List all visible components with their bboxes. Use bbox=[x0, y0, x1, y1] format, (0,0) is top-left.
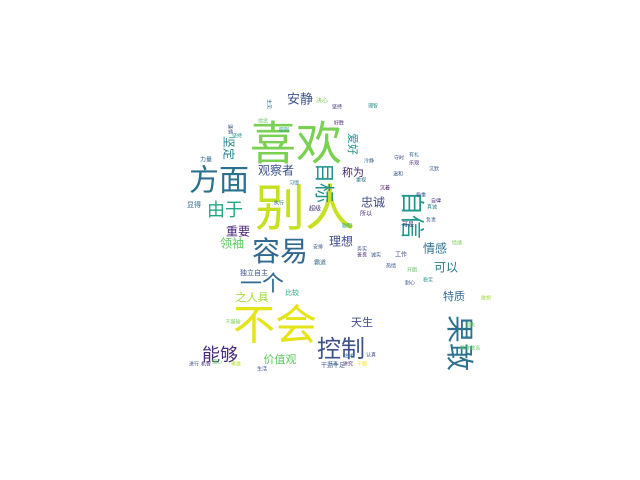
word-cloud-word: 坚定 bbox=[222, 136, 237, 160]
word-cloud-word: 称为 bbox=[342, 165, 364, 179]
word-cloud-word: 真诚 bbox=[427, 204, 437, 211]
word-cloud-word: 冷静 bbox=[364, 158, 374, 165]
word-cloud-word: 超级 bbox=[309, 205, 321, 213]
word-cloud-word: 谨慎 bbox=[227, 124, 234, 134]
word-cloud-word: 观察者 bbox=[258, 164, 294, 178]
word-cloud-word: 敢想 bbox=[481, 295, 491, 302]
word-cloud-word: 原则 bbox=[279, 127, 289, 134]
word-cloud-word: 之人具 bbox=[236, 290, 269, 304]
word-cloud-word: 目标 bbox=[313, 163, 337, 203]
word-cloud-word: 可以 bbox=[434, 261, 458, 275]
word-cloud-word: 价值观 bbox=[264, 353, 297, 366]
word-cloud-word: 进行 bbox=[189, 361, 199, 368]
word-cloud-word: 工作 bbox=[395, 251, 407, 259]
word-cloud-word: 稳重 bbox=[416, 192, 426, 199]
word-cloud-word: 理智 bbox=[368, 103, 378, 110]
word-cloud-word: 重视 bbox=[356, 177, 366, 184]
word-cloud-word: 霸道 bbox=[314, 259, 326, 267]
word-cloud-word: 乐观 bbox=[409, 160, 419, 167]
word-cloud-word: 忠诚 bbox=[361, 196, 385, 210]
word-cloud-word: 能够 bbox=[202, 345, 238, 366]
word-cloud-word: 理想 bbox=[329, 234, 353, 249]
word-cloud-word: 细心 bbox=[212, 359, 222, 366]
word-cloud-word: 生活 bbox=[257, 366, 267, 373]
word-cloud-word: 守时 bbox=[394, 155, 404, 162]
word-cloud-word: 聪明 bbox=[342, 223, 352, 230]
word-cloud-word: 信念 bbox=[258, 118, 268, 125]
word-cloud-word: 负责 bbox=[426, 217, 436, 224]
word-cloud-word: 比较 bbox=[285, 288, 299, 297]
word-cloud-word: 由于 bbox=[207, 200, 243, 221]
word-cloud-word: 特质 bbox=[443, 289, 465, 303]
word-cloud-word: 领袖 bbox=[220, 236, 244, 251]
word-cloud-word: 机智 bbox=[201, 361, 211, 368]
word-cloud-word: 坚持 bbox=[232, 133, 242, 140]
word-cloud-word: 一个 bbox=[240, 272, 284, 297]
word-cloud-word: 自信 bbox=[398, 191, 426, 239]
word-cloud-word: 干劲十足 bbox=[321, 362, 345, 370]
word-cloud-word: 控制 bbox=[317, 335, 365, 363]
word-cloud-word: 显得 bbox=[187, 200, 201, 209]
word-cloud-word: 干脆 bbox=[357, 361, 367, 368]
word-cloud-word: 不会 bbox=[233, 301, 317, 350]
word-cloud-word: 坚持 bbox=[332, 104, 342, 111]
word-cloud-word: 天生 bbox=[351, 315, 373, 329]
word-cloud-word: 喜欢 bbox=[250, 117, 342, 171]
word-cloud-word: 善良 bbox=[357, 252, 367, 259]
word-cloud-word: 务实 bbox=[357, 246, 367, 253]
word-cloud-word: 自律 bbox=[431, 198, 441, 205]
word-cloud-word: 耐心 bbox=[405, 280, 415, 287]
word-cloud-word: 有礼 bbox=[409, 152, 419, 159]
word-cloud-word: 稳定 bbox=[423, 277, 433, 284]
word-cloud-word: 安排 bbox=[313, 244, 323, 251]
word-cloud-word: 热情 bbox=[386, 263, 396, 270]
word-cloud-word: 别人 bbox=[255, 180, 355, 238]
word-cloud-word: 勇敢 bbox=[231, 361, 241, 368]
word-cloud-word: 沉着 bbox=[380, 185, 390, 192]
word-cloud-word: 所以 bbox=[360, 210, 372, 218]
word-cloud-word: 独立自主 bbox=[240, 268, 268, 277]
word-cloud-word: 安静 bbox=[287, 93, 313, 108]
word-cloud-word: 执行 bbox=[274, 200, 284, 207]
word-cloud-word: 诚实 bbox=[371, 252, 381, 259]
word-cloud-word: 主见 bbox=[266, 99, 273, 109]
word-cloud-word: 可是 bbox=[402, 222, 414, 229]
word-cloud-word: 重要 bbox=[226, 225, 250, 239]
word-cloud-word: 容易 bbox=[252, 235, 308, 268]
word-cloud-word: 好胜 bbox=[334, 120, 344, 127]
word-cloud-word: 情感 bbox=[423, 241, 447, 256]
word-cloud-word: 固执 bbox=[465, 322, 475, 329]
word-cloud-word: 方面 bbox=[189, 164, 249, 199]
word-cloud-word: 不服输 bbox=[225, 319, 240, 326]
word-cloud-word: 决心 bbox=[316, 97, 328, 105]
word-cloud-word: 敢作敢当 bbox=[460, 345, 480, 352]
word-cloud-word: 讲究 bbox=[343, 361, 353, 368]
word-cloud-word: 沉默 bbox=[429, 166, 439, 173]
word-cloud-word: 情绪 bbox=[452, 240, 462, 247]
word-cloud-word: 力量 bbox=[200, 156, 212, 164]
word-cloud-word: 认真 bbox=[366, 352, 376, 359]
word-cloud-word: 开朗 bbox=[407, 267, 417, 274]
word-cloud-word: 节奏 bbox=[328, 361, 338, 368]
word-cloud-word: 温和 bbox=[393, 171, 403, 178]
word-cloud-word: 习惯 bbox=[289, 180, 299, 187]
word-cloud-word: 爱好 bbox=[346, 133, 360, 155]
word-cloud-word: 放松 bbox=[345, 353, 355, 360]
word-cloud-word: 果敢 bbox=[443, 315, 476, 371]
